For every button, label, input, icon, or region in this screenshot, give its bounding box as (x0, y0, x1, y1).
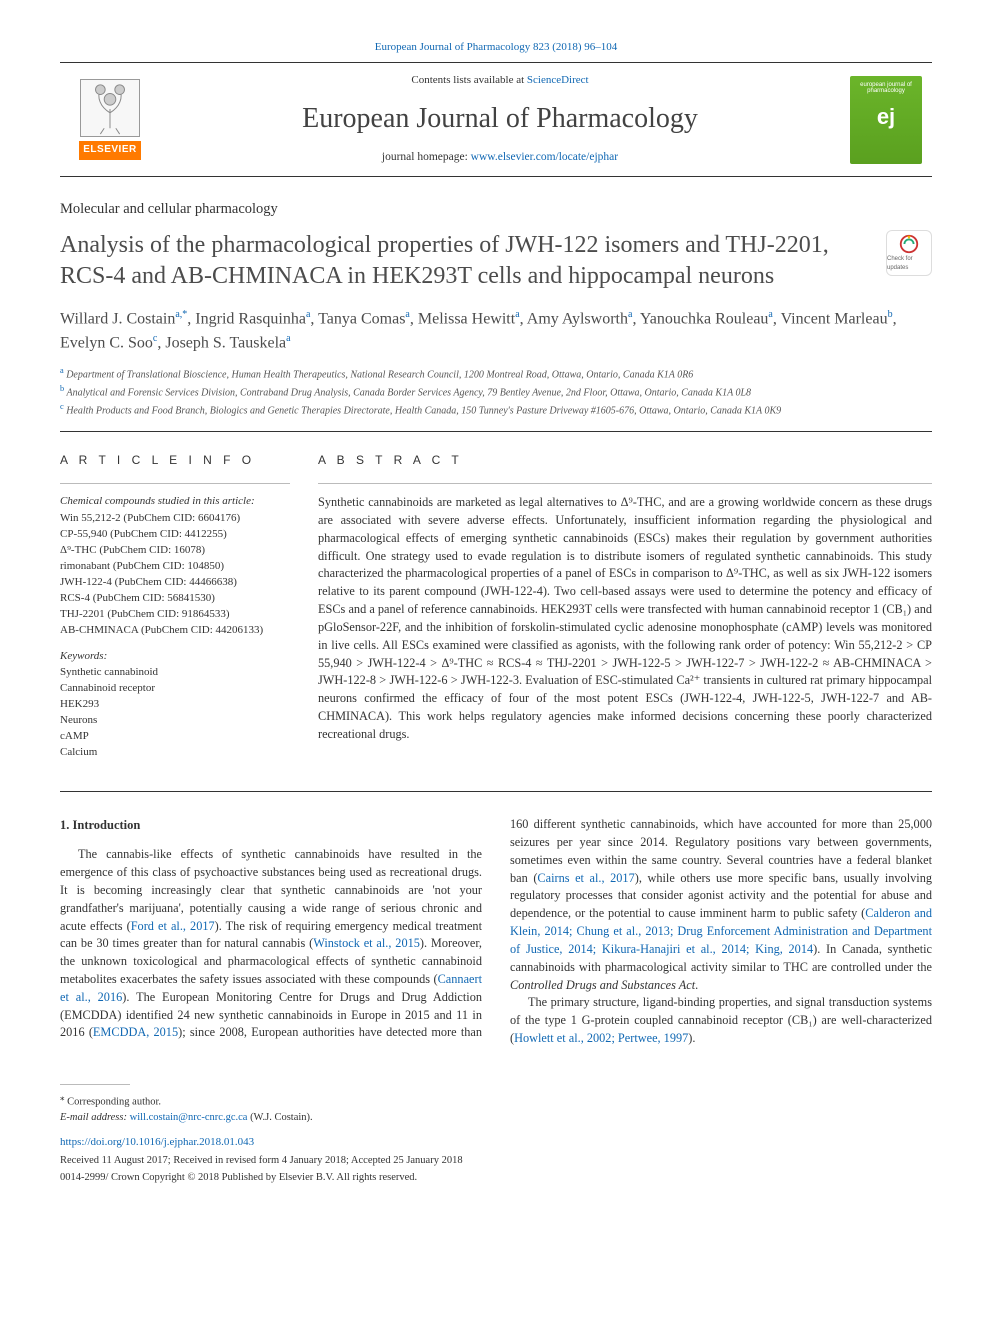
cover-small-text: european journal of pharmacology (850, 82, 922, 95)
cover-big-text: ej (877, 101, 895, 133)
keywords-title: Keywords: (60, 649, 290, 665)
abstract-column: A B S T R A C T Synthetic cannabinoids a… (318, 452, 932, 771)
citation-link[interactable]: Cairns et al., 2017 (537, 871, 634, 885)
abstract-heading: A B S T R A C T (318, 452, 932, 469)
issn-line: 0014-2999/ Crown Copyright © 2018 Publis… (60, 1170, 932, 1185)
email-link[interactable]: will.costain@nrc-cnrc.gc.ca (130, 1112, 248, 1123)
elsevier-tree-icon (80, 79, 140, 137)
citation-link[interactable]: EMCDDA, 2015 (93, 1025, 178, 1039)
citation-link[interactable]: Howlett et al., 2002; Pertwee, 1997 (514, 1031, 688, 1045)
received-line: Received 11 August 2017; Received in rev… (60, 1153, 932, 1168)
check-updates-label: Check for updates (887, 255, 931, 272)
contents-label: Contents lists available at (411, 74, 526, 86)
homepage-label: journal homepage: (382, 151, 471, 163)
citation-link[interactable]: Ford et al., 2017 (131, 919, 215, 933)
corresponding-author-note: ⁎ Corresponding author. (60, 1091, 932, 1110)
journal-cover-icon: european journal of pharmacology ej (850, 76, 922, 164)
abstract-text: Synthetic cannabinoids are marketed as l… (318, 494, 932, 744)
citation-link[interactable]: Winstock et al., 2015 (313, 936, 420, 950)
compounds-list: Win 55,212-2 (PubChem CID: 6604176)CP-55… (60, 511, 290, 639)
journal-name: European Journal of Pharmacology (164, 99, 836, 140)
article-section: Molecular and cellular pharmacology (60, 199, 932, 220)
elsevier-wordmark: ELSEVIER (79, 141, 140, 160)
intro-heading: 1. Introduction (60, 816, 482, 834)
article-info-heading: A R T I C L E I N F O (60, 452, 290, 469)
sciencedirect-link[interactable]: ScienceDirect (527, 74, 589, 86)
contents-line: Contents lists available at ScienceDirec… (164, 73, 836, 89)
email-label: E-mail address: (60, 1112, 130, 1123)
email-tail: (W.J. Costain). (247, 1112, 312, 1123)
footnote-rule (60, 1084, 130, 1085)
body-two-columns: 1. Introduction The cannabis-like effect… (60, 816, 932, 1048)
footer-block: ⁎ Corresponding author. E-mail address: … (60, 1084, 932, 1185)
rule-above-info (60, 431, 932, 432)
homepage-link[interactable]: www.elsevier.com/locate/ejphar (471, 151, 618, 163)
intro-paragraph-2: The primary structure, ligand-binding pr… (510, 994, 932, 1047)
journal-header: ELSEVIER Contents lists available at Sci… (60, 62, 932, 177)
act-name: Controlled Drugs and Substances Act (510, 978, 695, 992)
affiliations-block: a Department of Translational Bioscience… (60, 365, 932, 418)
elsevier-logo: ELSEVIER (70, 75, 150, 165)
email-line: E-mail address: will.costain@nrc-cnrc.gc… (60, 1110, 932, 1125)
journal-homepage-line: journal homepage: www.elsevier.com/locat… (164, 149, 836, 166)
article-info-column: A R T I C L E I N F O Chemical compounds… (60, 452, 290, 771)
compounds-title: Chemical compounds studied in this artic… (60, 494, 290, 510)
abstract-rule (318, 483, 932, 484)
authors-line: Willard J. Costaina,*, Ingrid Rasquinhaa… (60, 307, 932, 356)
article-title: Analysis of the pharmacological properti… (60, 230, 872, 292)
check-updates-badge[interactable]: Check for updates (886, 230, 932, 276)
check-updates-icon (898, 233, 920, 255)
running-head: European Journal of Pharmacology 823 (20… (60, 40, 932, 56)
keywords-list: Synthetic cannabinoidCannabinoid recepto… (60, 665, 290, 761)
doi-link[interactable]: https://doi.org/10.1016/j.ejphar.2018.01… (60, 1135, 932, 1151)
rule-below-abstract (60, 791, 932, 792)
article-info-rule (60, 483, 290, 484)
